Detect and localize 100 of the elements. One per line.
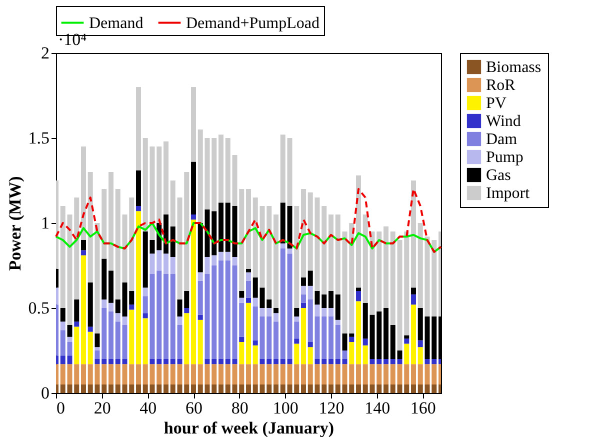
bar	[246, 364, 251, 384]
bar	[356, 291, 361, 302]
bar	[384, 359, 388, 364]
bar	[335, 364, 340, 384]
bar	[274, 322, 278, 359]
bar	[274, 214, 278, 308]
bar	[404, 338, 410, 344]
bar	[362, 364, 368, 384]
bar	[418, 340, 423, 348]
y-tick-label: 1.5	[28, 128, 50, 148]
bar	[164, 274, 168, 359]
bar	[74, 322, 80, 327]
bar	[390, 364, 396, 384]
bar	[191, 214, 196, 220]
legend-label: PV	[486, 95, 507, 112]
bar	[164, 364, 168, 384]
bar	[294, 344, 300, 364]
bar	[170, 257, 176, 274]
bar	[170, 359, 176, 364]
legend-label: RoR	[486, 77, 516, 94]
bar	[232, 359, 238, 364]
bar	[390, 325, 396, 359]
bar	[362, 302, 368, 339]
bar	[384, 364, 388, 384]
bar	[60, 322, 66, 330]
bar	[335, 320, 340, 325]
bar	[308, 286, 313, 300]
bar	[225, 364, 230, 384]
bar	[280, 243, 286, 248]
bar	[115, 322, 120, 359]
bar	[67, 356, 72, 364]
bar	[198, 364, 203, 384]
y-tick-label: 2	[41, 44, 50, 62]
bar	[88, 384, 93, 393]
bar	[397, 350, 402, 359]
bar	[177, 359, 182, 364]
bar	[252, 298, 258, 306]
bar	[108, 364, 114, 384]
legend-label: Pump	[486, 149, 524, 166]
x-tick-label: 60	[186, 398, 202, 418]
bar	[362, 345, 368, 364]
bar	[252, 277, 258, 298]
bar	[239, 336, 244, 342]
bar	[218, 260, 224, 359]
bar	[252, 345, 258, 364]
bar	[74, 300, 80, 322]
bar	[218, 134, 224, 203]
bar	[362, 384, 368, 393]
bar	[170, 226, 176, 257]
bar	[94, 347, 100, 350]
bar	[356, 288, 361, 291]
bar	[384, 308, 388, 359]
bar	[308, 347, 313, 364]
bar	[294, 316, 300, 322]
bar	[225, 384, 230, 393]
bar	[301, 308, 306, 364]
bar	[218, 384, 224, 393]
bar	[294, 206, 300, 308]
bar	[122, 325, 128, 359]
bar	[191, 384, 196, 393]
bar	[287, 248, 292, 254]
bar	[115, 313, 120, 322]
bar	[246, 298, 251, 303]
bar	[81, 250, 86, 256]
bar	[164, 254, 168, 274]
bar	[411, 288, 416, 294]
legend-label: Biomass	[486, 59, 542, 76]
x-tick-label: 80	[231, 398, 248, 418]
bar	[287, 138, 292, 206]
bar	[328, 214, 334, 291]
bar	[274, 364, 278, 384]
bar	[129, 304, 134, 310]
bar	[252, 198, 258, 278]
bar	[301, 384, 306, 393]
bar	[122, 359, 128, 364]
bar	[274, 359, 278, 364]
bar	[136, 170, 141, 206]
bar	[246, 268, 251, 272]
bar	[301, 277, 306, 286]
bar	[108, 359, 114, 364]
bar	[142, 232, 148, 288]
bar	[301, 286, 306, 294]
bar	[246, 272, 251, 281]
bar	[170, 364, 176, 384]
legend-label: Wind	[486, 113, 521, 130]
bar	[198, 314, 203, 320]
bar	[164, 359, 168, 364]
bar	[328, 316, 334, 359]
bar	[356, 364, 361, 384]
bar	[239, 291, 244, 298]
bar	[225, 359, 230, 364]
bar	[218, 359, 224, 364]
bar	[356, 175, 361, 288]
bar	[274, 313, 278, 322]
bar	[81, 240, 86, 250]
bar	[335, 325, 340, 359]
bar	[328, 359, 334, 364]
bar	[404, 344, 410, 364]
bar	[115, 359, 120, 364]
bar	[225, 252, 230, 260]
